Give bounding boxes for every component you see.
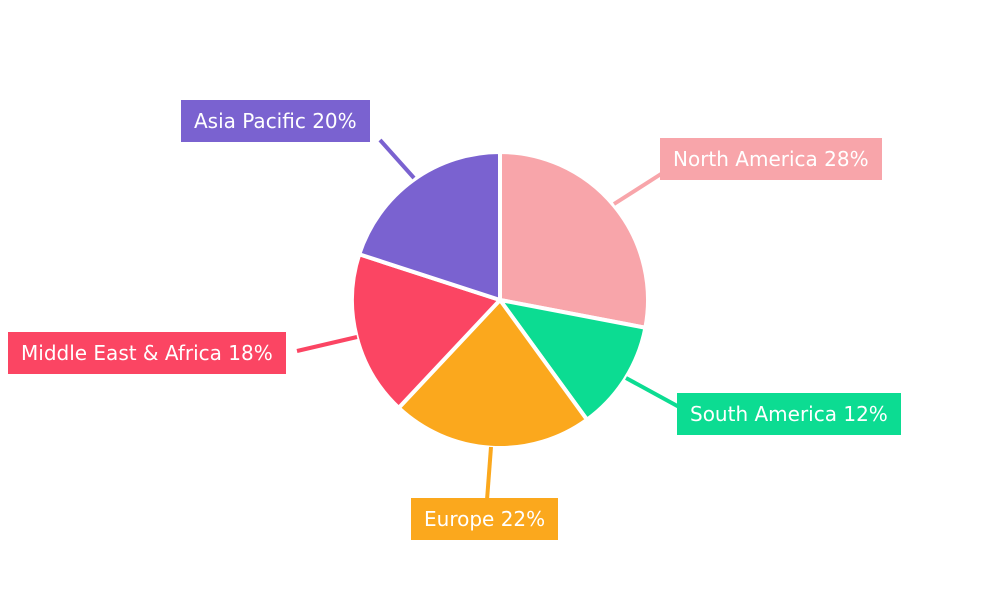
callout-line-middle-east-africa bbox=[296, 335, 358, 353]
callout-line-north-america bbox=[612, 172, 663, 206]
pie-slice-asia-pacific bbox=[356, 149, 502, 303]
callout-line-south-america bbox=[625, 376, 682, 410]
pie-slice-south-america bbox=[495, 297, 648, 423]
callout-line-asia-pacific bbox=[378, 138, 416, 180]
callout-line-europe bbox=[485, 446, 493, 501]
pie-slice-north-america bbox=[498, 149, 650, 331]
